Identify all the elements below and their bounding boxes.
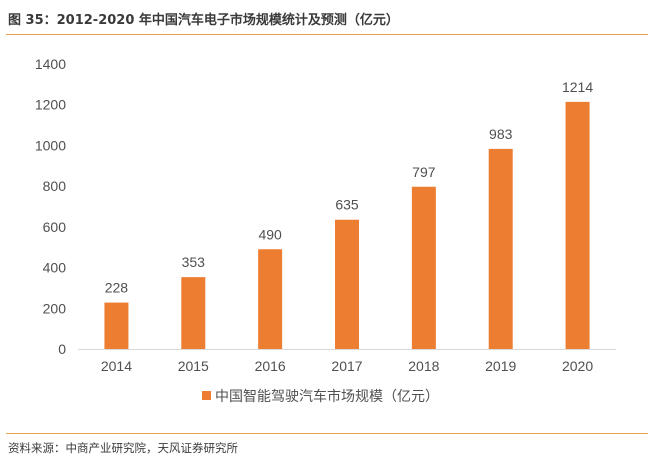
y-tick-label: 0: [58, 341, 66, 357]
x-tick-label: 2015: [178, 358, 209, 374]
x-tick-label: 2020: [562, 358, 593, 374]
bars: [104, 101, 590, 349]
legend-label: 中国智能驾驶汽车市场规模（亿元）: [215, 388, 439, 404]
y-tick-label: 1400: [35, 56, 66, 72]
x-tick-label: 2019: [485, 358, 516, 374]
y-tick-label: 600: [43, 219, 67, 235]
x-tick-label: 2018: [408, 358, 439, 374]
legend-swatch: [202, 391, 211, 400]
y-tick-label: 200: [43, 300, 67, 316]
y-tick-label: 400: [43, 260, 67, 276]
source-note: 资料来源：中商产业研究院，天风证券研究所: [8, 441, 238, 455]
data-label-2017: 635: [335, 197, 359, 213]
source-divider: [6, 433, 648, 434]
bar-2014: [104, 302, 129, 349]
bar-2020: [565, 101, 590, 349]
y-tick-label: 1200: [35, 97, 66, 113]
x-tick-label: 2017: [331, 358, 362, 374]
y-axis-labels: 0 200 400 600 800 1000 1200 1400: [35, 56, 66, 357]
data-label-2015: 353: [182, 254, 206, 270]
title-divider: [6, 34, 648, 35]
data-label-2020: 1214: [562, 79, 593, 95]
figure-title: 图 35：2012-2020 年中国汽车电子市场规模统计及预测（亿元）: [8, 13, 399, 28]
bar-2017: [335, 219, 359, 349]
data-label-2018: 797: [412, 164, 436, 180]
bar-2015: [181, 277, 206, 349]
bar-2016: [258, 249, 283, 349]
data-label-2014: 228: [105, 280, 129, 296]
x-axis-labels: 2014 2015 2016 2017 2018 2019 2020: [101, 358, 594, 374]
data-label-2019: 983: [489, 126, 513, 142]
legend: 中国智能驾驶汽车市场规模（亿元）: [202, 388, 439, 404]
data-label-2016: 490: [258, 226, 282, 242]
data-labels: 228 353 490 635 797 983 1214: [105, 79, 594, 296]
y-tick-label: 800: [43, 178, 67, 194]
x-tick-label: 2014: [101, 358, 132, 374]
x-tick-label: 2016: [255, 358, 286, 374]
bar-2019: [488, 148, 513, 349]
bar-2018: [411, 186, 436, 349]
y-tick-label: 1000: [35, 137, 66, 153]
